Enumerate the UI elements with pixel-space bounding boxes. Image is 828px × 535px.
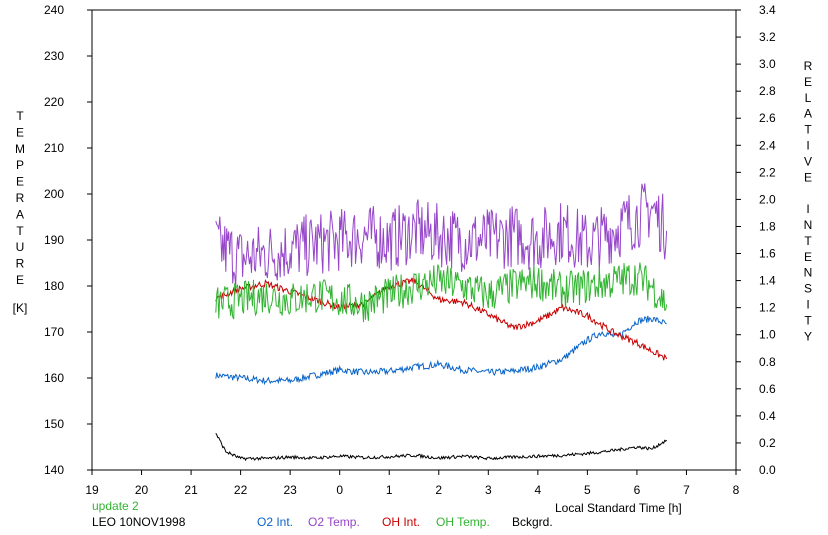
right-tick-label: 2.0 xyxy=(759,192,776,206)
x-tick-label: 5 xyxy=(584,483,591,497)
right-tick-label: 3.4 xyxy=(759,3,776,17)
left-axis-title-letter: R xyxy=(16,191,25,205)
left-axis-title-letter: T xyxy=(16,224,24,238)
x-tick-label: 8 xyxy=(733,483,740,497)
series-line xyxy=(215,315,667,386)
x-axis: 19 20 21 22 23 0 1 2 3 4 5 6 7 8 xyxy=(85,470,740,497)
left-axis-title-letter: U xyxy=(16,240,25,254)
x-tick-label: 4 xyxy=(535,483,542,497)
left-tick-label: 170 xyxy=(44,325,64,339)
left-axis-title-letter: M xyxy=(15,142,25,156)
right-tick-label: 3.0 xyxy=(759,57,776,71)
right-tick-label: 1.0 xyxy=(759,328,776,342)
left-tick-label: 190 xyxy=(44,233,64,247)
right-axis-title-letter: I xyxy=(806,139,809,153)
x-tick-label: 2 xyxy=(435,483,442,497)
series-lines xyxy=(215,183,668,462)
status-text: update 2 xyxy=(92,499,139,513)
legend-entry: OH Temp. xyxy=(436,515,490,529)
x-tick-label: 20 xyxy=(135,483,149,497)
x-tick-label: 22 xyxy=(234,483,248,497)
right-axis-title-letter: N xyxy=(804,266,813,280)
left-tick-label: 220 xyxy=(44,95,64,109)
legend-entry: O2 Int. xyxy=(257,515,293,529)
right-axis-title-letter: E xyxy=(804,170,812,184)
right-tick-label: 0.2 xyxy=(759,436,776,450)
left-axis: 240 230 220 210 200 190 180 170 160 150 140 xyxy=(44,3,92,477)
legend-entry: Bckgrd. xyxy=(512,515,553,529)
right-axis-title-letter: N xyxy=(804,218,813,232)
right-tick-label: 0.4 xyxy=(759,409,776,423)
x-tick-label: 21 xyxy=(184,483,198,497)
right-tick-label: 1.6 xyxy=(759,247,776,261)
x-tick-label: 19 xyxy=(85,483,99,497)
right-tick-label: 3.2 xyxy=(759,30,776,44)
left-axis-title-letter: P xyxy=(16,158,24,172)
left-axis-title-letter: R xyxy=(16,257,25,271)
left-tick-label: 180 xyxy=(44,279,64,293)
x-tick-label: 3 xyxy=(485,483,492,497)
x-tick-label: 1 xyxy=(386,483,393,497)
right-tick-label: 1.2 xyxy=(759,301,776,315)
series-line xyxy=(215,433,667,462)
series-line xyxy=(215,183,668,287)
left-tick-label: 240 xyxy=(44,3,64,17)
plot-frame xyxy=(91,9,737,471)
right-tick-label: 2.4 xyxy=(759,138,776,152)
left-axis-title-letter: E xyxy=(16,273,24,287)
right-axis-title-letter: T xyxy=(804,123,812,137)
left-tick-label: 230 xyxy=(44,49,64,63)
left-axis-title-letter: A xyxy=(16,207,24,221)
station-text: LEO 10NOV1998 xyxy=(92,515,186,529)
right-axis-title-letter: I xyxy=(806,202,809,216)
x-tick-label: 6 xyxy=(634,483,641,497)
right-axis-title-letter: T xyxy=(804,313,812,327)
left-tick-label: 150 xyxy=(44,417,64,431)
x-tick-label: 23 xyxy=(283,483,297,497)
right-tick-label: 0.0 xyxy=(759,463,776,477)
right-tick-label: 2.2 xyxy=(759,165,776,179)
legend-entry: O2 Temp. xyxy=(308,515,360,529)
right-tick-label: 2.8 xyxy=(759,84,776,98)
x-tick-label: 0 xyxy=(336,483,343,497)
series-line xyxy=(215,262,668,323)
right-axis-title-letter: T xyxy=(804,234,812,248)
right-tick-label: 0.6 xyxy=(759,382,776,396)
right-axis-title-letter: S xyxy=(804,282,812,296)
right-tick-label: 1.8 xyxy=(759,219,776,233)
right-axis-title-letter: R xyxy=(804,59,813,73)
x-tick-label: 7 xyxy=(683,483,690,497)
left-tick-label: 160 xyxy=(44,371,64,385)
left-tick-label: 200 xyxy=(44,187,64,201)
right-axis-title-letter: A xyxy=(804,107,812,121)
x-axis-label: Local Standard Time [h] xyxy=(555,501,682,515)
right-tick-label: 1.4 xyxy=(759,274,776,288)
right-axis-title-letter: Y xyxy=(804,329,812,343)
legend: O2 Int. O2 Temp. OH Int. OH Temp. Bckgrd. xyxy=(257,515,553,529)
right-axis-title-letter: V xyxy=(804,154,812,168)
left-axis-title-letter: E xyxy=(16,125,24,139)
right-axis-title-letter: E xyxy=(804,75,812,89)
right-axis-title-letter: E xyxy=(804,250,812,264)
left-tick-label: 210 xyxy=(44,141,64,155)
left-axis-title-letter: T xyxy=(16,109,24,123)
left-axis-title-letter: E xyxy=(16,175,24,189)
legend-entry: OH Int. xyxy=(382,515,420,529)
right-tick-label: 2.6 xyxy=(759,111,776,125)
right-axis-title-letter: I xyxy=(806,298,809,312)
right-axis: 3.4 3.2 3.0 2.8 2.6 2.4 2.2 2.0 1.8 1.6 1.4 1.2 1.0 0… xyxy=(736,3,776,477)
right-tick-label: 0.8 xyxy=(759,355,776,369)
left-axis-unit: [K] xyxy=(13,301,28,315)
right-axis-title-letter: L xyxy=(805,91,812,105)
left-tick-label: 140 xyxy=(44,463,64,477)
